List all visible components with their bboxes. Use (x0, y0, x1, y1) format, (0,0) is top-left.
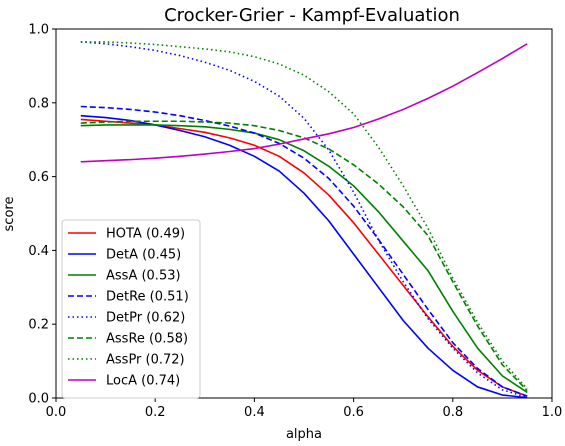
legend-label: DetPr (0.62) (106, 311, 185, 326)
series-line (80, 105, 528, 397)
y-tick-label: 0.2 (28, 318, 49, 333)
legend-label: HOTA (0.49) (106, 227, 185, 242)
x-tick-label: 1.0 (542, 405, 563, 420)
y-axis-ticks: 0.0 0.2 0.4 0.6 0.8 1.0 (28, 23, 56, 407)
legend-label: AssA (0.53) (106, 269, 181, 284)
y-axis-label: score (2, 197, 17, 232)
legend-label: LocA (0.74) (106, 374, 180, 389)
y-tick-label: 0.0 (28, 392, 49, 407)
y-tick-label: 0.6 (28, 170, 49, 185)
legend-label: DetRe (0.51) (106, 290, 189, 305)
x-tick-label: 0.0 (46, 405, 67, 420)
legend-box (61, 219, 201, 399)
series-line (80, 120, 528, 392)
y-tick-label: 1.0 (28, 23, 49, 38)
series-line (80, 124, 528, 394)
y-tick-label: 0.4 (28, 244, 49, 259)
legend-label: DetA (0.45) (106, 248, 181, 263)
series-line (80, 43, 528, 163)
legend-label: AssPr (0.72) (106, 353, 185, 368)
plot-area (80, 41, 528, 399)
x-axis-label: alpha (286, 427, 322, 442)
x-tick-label: 0.8 (442, 405, 463, 420)
series-line (80, 41, 528, 390)
y-tick-label: 0.8 (28, 96, 49, 111)
legend: HOTA (0.49) DetA (0.45) AssA (0.53) DetRe (… (61, 219, 201, 399)
x-tick-label: 0.6 (343, 405, 364, 420)
chart-title: Crocker-Grier - Kampf-Evaluation (164, 5, 460, 26)
plot-frame (55, 28, 553, 399)
x-tick-label: 0.4 (244, 405, 265, 420)
legend-label: AssRe (0.58) (106, 332, 188, 347)
x-axis-ticks: 0.0 0.2 0.4 0.6 0.8 1.0 (46, 398, 563, 420)
x-tick-label: 0.2 (145, 405, 166, 420)
